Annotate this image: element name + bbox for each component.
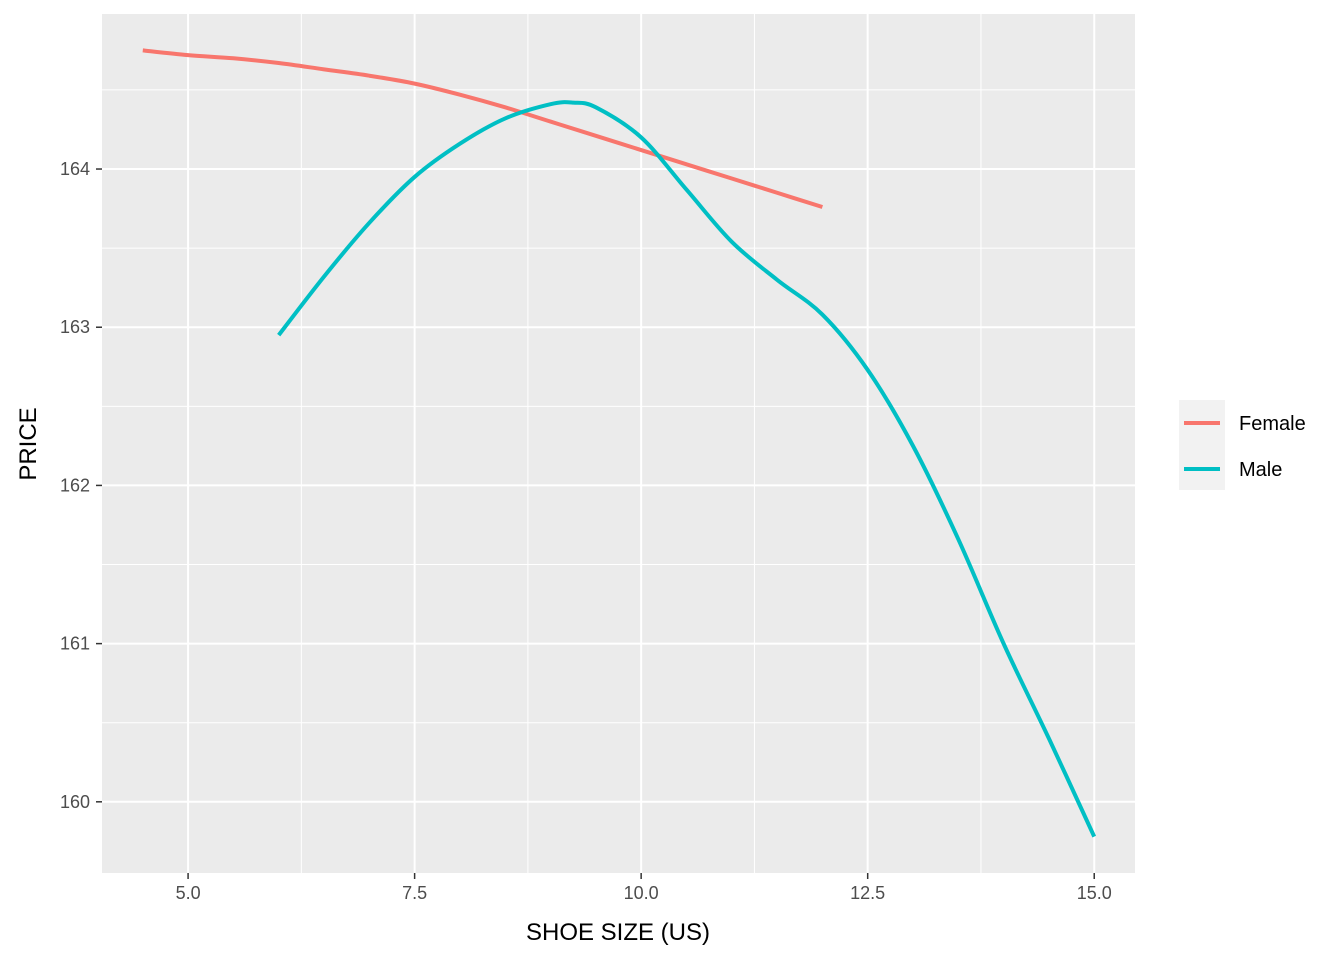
legend-key-background — [1179, 400, 1225, 490]
legend-label-male: Male — [1239, 459, 1282, 481]
x-tick-label: 15.0 — [1077, 883, 1112, 903]
y-axis-ticks: 160 161 162 163 164 — [60, 159, 102, 812]
x-axis-ticks: 5.0 7.5 10.0 12.5 15.0 — [176, 873, 1112, 903]
y-tick-label: 161 — [60, 634, 90, 654]
y-axis-title: PRICE — [15, 407, 42, 480]
y-tick-label: 164 — [60, 159, 90, 179]
y-tick-label: 160 — [60, 792, 90, 812]
series-line-female — [142, 48, 823, 209]
y-tick-label: 162 — [60, 475, 90, 495]
x-tick-label: 10.0 — [624, 883, 659, 903]
x-axis-title: SHOE SIZE (US) — [526, 919, 710, 946]
x-tick-label: 12.5 — [850, 883, 885, 903]
grid-major — [102, 14, 1135, 873]
legend-label-female: Female — [1239, 413, 1306, 435]
series-line-male — [277, 100, 1097, 838]
x-tick-label: 5.0 — [176, 883, 201, 903]
x-tick-label: 7.5 — [402, 883, 427, 903]
grid-minor — [102, 14, 1135, 873]
series-lines — [142, 48, 1097, 838]
legend: Female Male — [1179, 400, 1306, 490]
y-tick-label: 163 — [60, 317, 90, 337]
plot-panel — [102, 14, 1135, 873]
